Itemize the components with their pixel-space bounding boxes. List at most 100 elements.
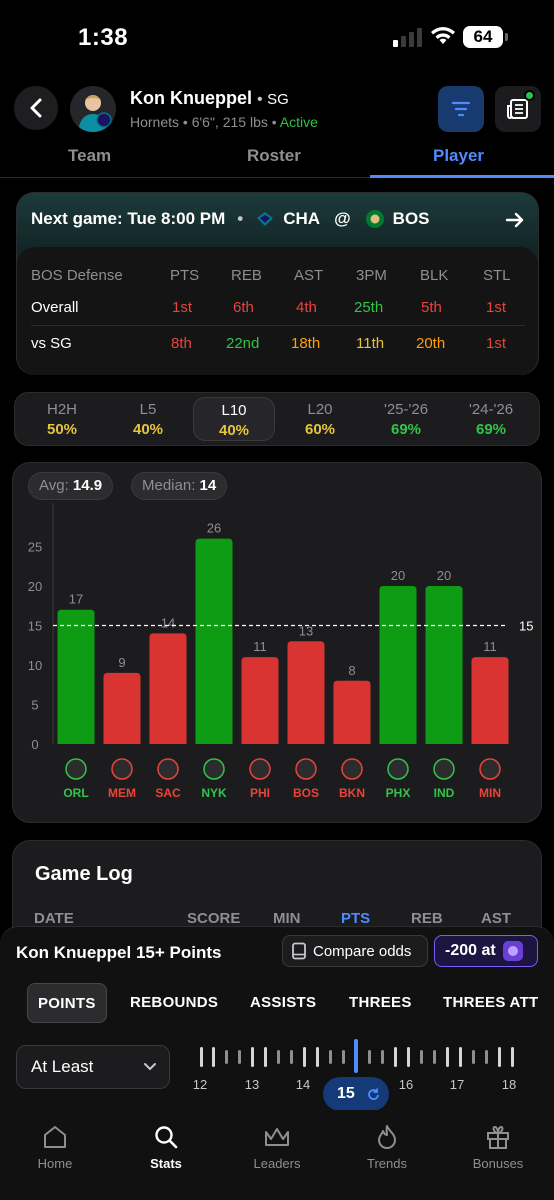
slider-tick (420, 1050, 423, 1064)
stat-tab-rebounds[interactable]: REBOUNDS (130, 994, 219, 1011)
stat-tab-points[interactable]: POINTS (27, 983, 107, 1023)
split-h2h[interactable]: H2H 50% (21, 393, 103, 445)
team-logo-icon (65, 758, 87, 780)
home-icon (44, 1126, 66, 1148)
points-chart-card: Avg: 14.9 Median: 14 0 5 10 15 20 25 17 ORL 9 MEM… (12, 462, 542, 823)
team-logo-icon (387, 758, 409, 780)
back-button[interactable] (14, 86, 58, 130)
nav-trends[interactable]: Trends (337, 1124, 437, 1171)
slider-tick (485, 1050, 488, 1064)
tab-player[interactable]: Player (433, 146, 485, 165)
split-l10[interactable]: L10 40% (193, 397, 275, 441)
game-log-header-date[interactable]: DATE (34, 910, 74, 927)
next-game-home: BOS (392, 209, 430, 228)
nav-home[interactable]: Home (5, 1124, 105, 1171)
reset-icon (368, 1088, 379, 1100)
slider-tick (511, 1047, 514, 1067)
chart-bar (333, 680, 371, 744)
odds-button[interactable]: -200 at (434, 935, 538, 967)
defense-col-pts: PTS (170, 267, 200, 284)
filter-button[interactable] (438, 86, 484, 132)
category-label: IND (434, 786, 455, 800)
game-log-header-min[interactable]: MIN (273, 910, 301, 927)
stat-tab-assists[interactable]: ASSISTS (250, 994, 317, 1011)
split-pct: 60% (304, 421, 336, 438)
slider-selected-value[interactable]: 15 (323, 1077, 389, 1111)
category-label: BOS (293, 786, 319, 800)
split-pct: 69% (475, 421, 507, 438)
category-label: SAC (155, 786, 181, 800)
stat-tab-threes[interactable]: THREES (349, 994, 412, 1011)
category-label: NYK (201, 786, 227, 800)
median-pill: Median: 14 (131, 472, 228, 500)
split-pct: 40% (132, 421, 164, 438)
defense-value: 1st (486, 299, 507, 316)
chart-bar (57, 609, 95, 744)
bar-value-label: 13 (299, 623, 313, 638)
player-name: Kon Knueppel (130, 88, 252, 108)
slider-tick (459, 1047, 462, 1067)
split-l5[interactable]: L5 40% (107, 393, 189, 445)
team-logo-icon (479, 758, 501, 780)
chart-bar (195, 538, 233, 744)
slider-thumb[interactable] (354, 1039, 358, 1073)
bar-value-label: 17 (69, 592, 83, 607)
game-log-header-reb[interactable]: REB (411, 910, 443, 927)
split-l20[interactable]: L20 60% (279, 393, 361, 445)
team-logo-icon (249, 758, 271, 780)
divider (31, 325, 525, 326)
slider-tick (251, 1047, 254, 1067)
avg-pill: Avg: 14.9 (28, 472, 114, 500)
split-label: L10 (221, 402, 247, 419)
slider-tick (290, 1050, 293, 1064)
line-type-value: At Least (31, 1057, 94, 1076)
stat-tab-threes-att[interactable]: THREES ATT (443, 994, 539, 1011)
player-team: Hornets (130, 114, 180, 130)
defense-row-label: vs SG (31, 335, 72, 352)
chart-bar (471, 657, 509, 744)
category-label: MIN (479, 786, 501, 800)
game-log-header-score[interactable]: SCORE (187, 910, 241, 927)
slider-tick (394, 1047, 397, 1067)
tab-roster[interactable]: Roster (247, 146, 301, 165)
bar-value-label: 11 (483, 639, 497, 654)
bar-value-label: 20 (391, 568, 405, 583)
avg-value: 14.9 (72, 477, 103, 494)
split-season-25-26[interactable]: '25-'26 69% (365, 393, 447, 445)
line-type-select[interactable]: At Least (16, 1045, 170, 1089)
sportsbook-logo-icon (502, 941, 523, 961)
slider-label: 17 (449, 1077, 465, 1092)
line-slider[interactable]: 12 13 14 16 17 18 15 (186, 1039, 526, 1121)
status-time: 1:38 (78, 24, 129, 51)
slider-tick (472, 1050, 475, 1064)
bar-value-label: 8 (348, 663, 355, 678)
next-game-label: Next game: Tue 8:00 PM (31, 209, 226, 228)
nav-leaders[interactable]: Leaders (227, 1124, 327, 1171)
split-pct: 50% (46, 421, 78, 438)
nav-stats[interactable]: Stats (116, 1124, 216, 1171)
chart-bar (241, 657, 279, 744)
defense-row-label: Overall (31, 299, 79, 316)
nav-bonuses[interactable]: Bonuses (448, 1124, 548, 1171)
tab-team[interactable]: Team (68, 146, 112, 165)
hornets-logo-icon (257, 212, 274, 226)
game-log-header-pts[interactable]: PTS (341, 910, 371, 927)
slider-label: 12 (192, 1077, 208, 1092)
next-game-away: CHA (283, 209, 321, 228)
median-label: Median: (142, 477, 196, 494)
bar-value-label: 20 (437, 568, 451, 583)
wifi-icon (431, 27, 455, 44)
next-game-line: Next game: Tue 8:00 PM • CHA @ BOS (31, 209, 430, 228)
cellular-signal-icon (393, 27, 423, 47)
compare-odds-button[interactable]: Compare odds (282, 935, 428, 967)
y-tick-label: 15 (28, 619, 42, 634)
slider-label: 16 (398, 1077, 414, 1092)
team-logo-icon (433, 758, 455, 780)
y-tick-label: 0 (31, 737, 38, 752)
slider-tick (316, 1047, 319, 1067)
next-game-card[interactable]: Next game: Tue 8:00 PM • CHA @ BOS BOS D… (16, 192, 539, 375)
split-pct: 69% (390, 421, 422, 438)
split-season-24-26[interactable]: '24-'26 69% (450, 393, 532, 445)
game-log-header-ast[interactable]: AST (481, 910, 511, 927)
player-info-line: Hornets • 6'6", 215 lbs • Active (130, 114, 318, 130)
